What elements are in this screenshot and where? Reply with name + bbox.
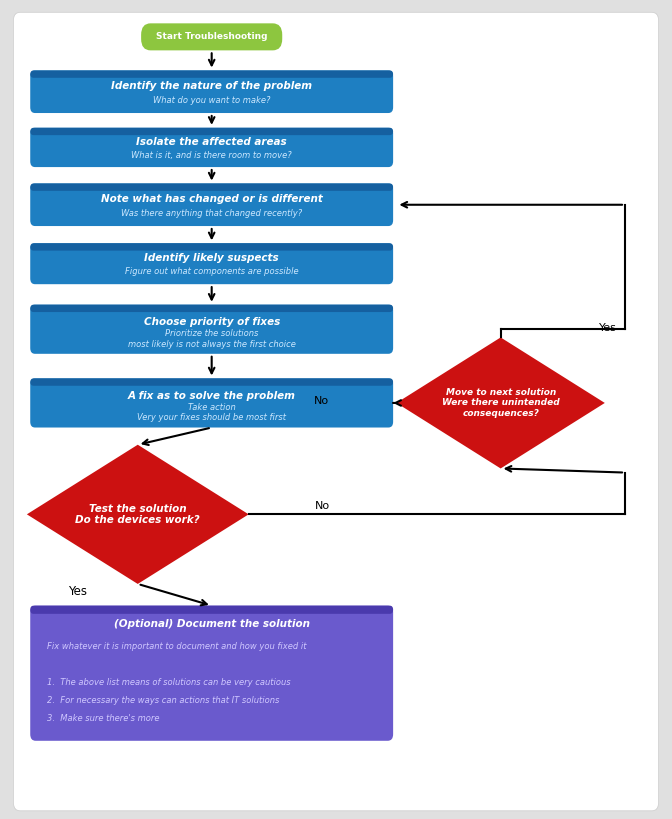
FancyBboxPatch shape <box>30 378 393 428</box>
FancyBboxPatch shape <box>30 606 393 740</box>
FancyBboxPatch shape <box>13 12 659 811</box>
Text: Move to next solution
Were there unintended
consequences?: Move to next solution Were there uninten… <box>442 388 560 418</box>
FancyBboxPatch shape <box>30 378 393 386</box>
Text: What do you want to make?: What do you want to make? <box>153 96 270 105</box>
FancyBboxPatch shape <box>30 183 393 191</box>
Text: Figure out what components are possible: Figure out what components are possible <box>125 268 298 276</box>
FancyBboxPatch shape <box>30 70 393 78</box>
Text: 3.  Make sure there's more: 3. Make sure there's more <box>47 714 159 723</box>
FancyBboxPatch shape <box>141 23 282 51</box>
Text: Yes: Yes <box>599 323 617 333</box>
FancyBboxPatch shape <box>30 243 393 251</box>
Text: (Optional) Document the solution: (Optional) Document the solution <box>114 618 310 629</box>
Text: Fix whatever it is important to document and how you fixed it: Fix whatever it is important to document… <box>47 642 306 651</box>
Text: Identify the nature of the problem: Identify the nature of the problem <box>111 81 312 91</box>
Text: Test the solution
Do the devices work?: Test the solution Do the devices work? <box>75 504 200 525</box>
Text: Prioritize the solutions
most likely is not always the first choice: Prioritize the solutions most likely is … <box>128 329 296 349</box>
Text: 1.  The above list means of solutions can be very cautious: 1. The above list means of solutions can… <box>47 678 291 687</box>
FancyBboxPatch shape <box>30 243 393 284</box>
FancyBboxPatch shape <box>30 606 393 614</box>
Text: No: No <box>315 501 330 511</box>
FancyBboxPatch shape <box>30 305 393 354</box>
FancyBboxPatch shape <box>30 128 393 135</box>
Text: Take action
Very your fixes should be most first: Take action Very your fixes should be mo… <box>137 403 286 423</box>
Text: Was there anything that changed recently?: Was there anything that changed recently… <box>121 209 302 218</box>
FancyBboxPatch shape <box>30 70 393 113</box>
Text: Choose priority of fixes: Choose priority of fixes <box>144 317 280 328</box>
Text: Note what has changed or is different: Note what has changed or is different <box>101 194 323 204</box>
FancyBboxPatch shape <box>30 183 393 226</box>
Text: Start Troubleshooting: Start Troubleshooting <box>156 33 267 41</box>
Text: A fix as to solve the problem: A fix as to solve the problem <box>128 391 296 401</box>
Text: Isolate the affected areas: Isolate the affected areas <box>136 137 287 147</box>
Polygon shape <box>27 445 249 584</box>
Text: 2.  For necessary the ways can actions that IT solutions: 2. For necessary the ways can actions th… <box>47 696 280 705</box>
Polygon shape <box>396 337 605 468</box>
Text: What is it, and is there room to move?: What is it, and is there room to move? <box>131 151 292 160</box>
FancyBboxPatch shape <box>30 128 393 167</box>
Text: No: No <box>314 396 329 406</box>
Text: Yes: Yes <box>68 585 87 598</box>
Text: Identify likely suspects: Identify likely suspects <box>144 253 279 263</box>
FancyBboxPatch shape <box>30 305 393 312</box>
